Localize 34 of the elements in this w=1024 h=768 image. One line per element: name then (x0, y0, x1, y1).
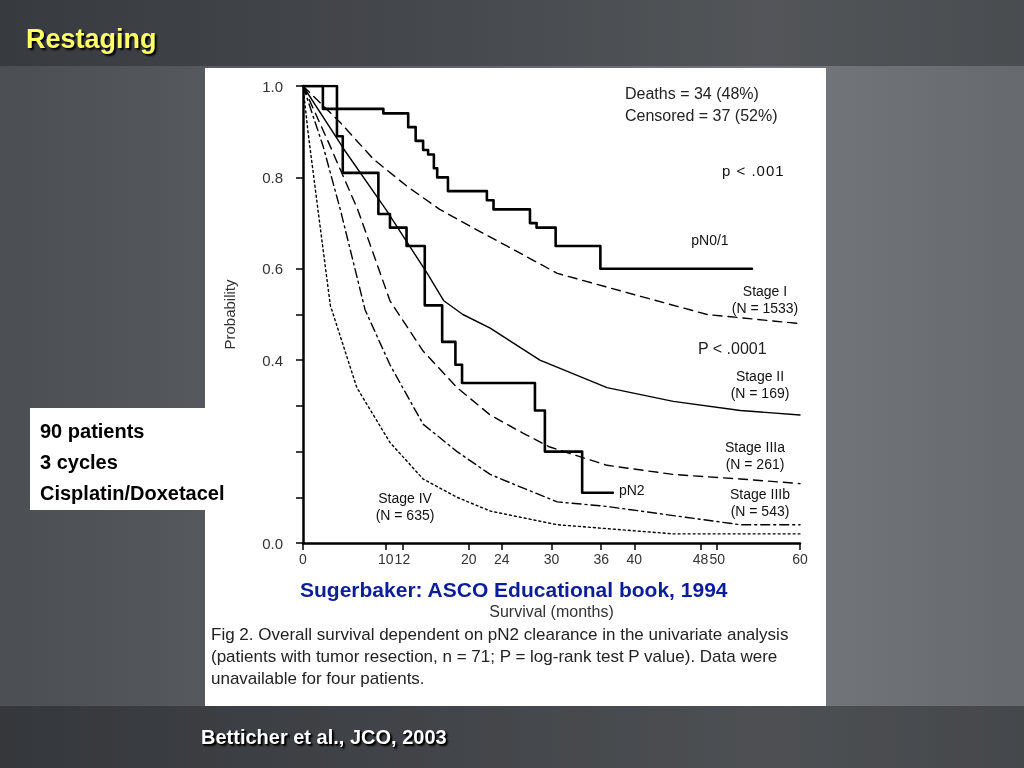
annotation: P < .0001 (698, 339, 767, 359)
x-tick-label: 50 (709, 551, 726, 567)
series-label: pN0/1 (691, 231, 729, 248)
annotation: p < .001 (722, 162, 785, 180)
x-axis-title: Survival (months) (489, 602, 614, 620)
y-tick-label: 0.4 (262, 351, 283, 369)
annotation: Censored = 37 (52%) (625, 106, 778, 126)
series-label: Stage IIIa (N = 261) (725, 439, 786, 473)
series-label: Stage IV (N = 635) (375, 490, 435, 524)
x-tick-label: 20 (460, 551, 477, 567)
x-tick-label: 40 (626, 551, 643, 567)
x-tick-label: 0 (299, 551, 308, 567)
series-label: Stage I (N = 1533) (731, 283, 799, 317)
y-tick-label: 1.0 (262, 77, 283, 95)
x-tick-label: 30 (543, 551, 560, 567)
y-tick-label: 0.0 (262, 534, 283, 552)
y-tick-label: 0.8 (262, 168, 283, 186)
x-tick-label: 10 (378, 551, 394, 567)
x-tick-label: 60 (792, 551, 808, 567)
chart-title: Restaging (26, 24, 157, 55)
text: Betticher et al., JCO, 2003 (201, 725, 447, 749)
text: Sugerbaker: ASCO Educational book, 1994 (300, 577, 728, 603)
caption: Fig 2. Overall survival dependent on pN2 clearance in the univariate analysis (patients with tumor resection, n = 71; P = log-rank test P value). Data were unavailable for four patients. (211, 624, 790, 690)
x-tick-label: 48 (692, 551, 709, 567)
series-label: Stage II (N = 169) (730, 367, 790, 401)
y-axis-title: Probability (221, 278, 238, 350)
y-tick-label: 0.6 (262, 260, 283, 278)
x-tick-label: 36 (593, 551, 610, 567)
series-label: pN2 (618, 481, 645, 498)
annotation: Deaths = 34 (48%) (625, 84, 759, 104)
x-tick-label: 12 (394, 551, 411, 567)
series-label: Stage IIIb (N = 543) (730, 486, 791, 520)
text: 90 patients 3 cycles Cisplatin/Doxetacel (30, 408, 288, 510)
x-tick-label: 24 (494, 551, 510, 567)
